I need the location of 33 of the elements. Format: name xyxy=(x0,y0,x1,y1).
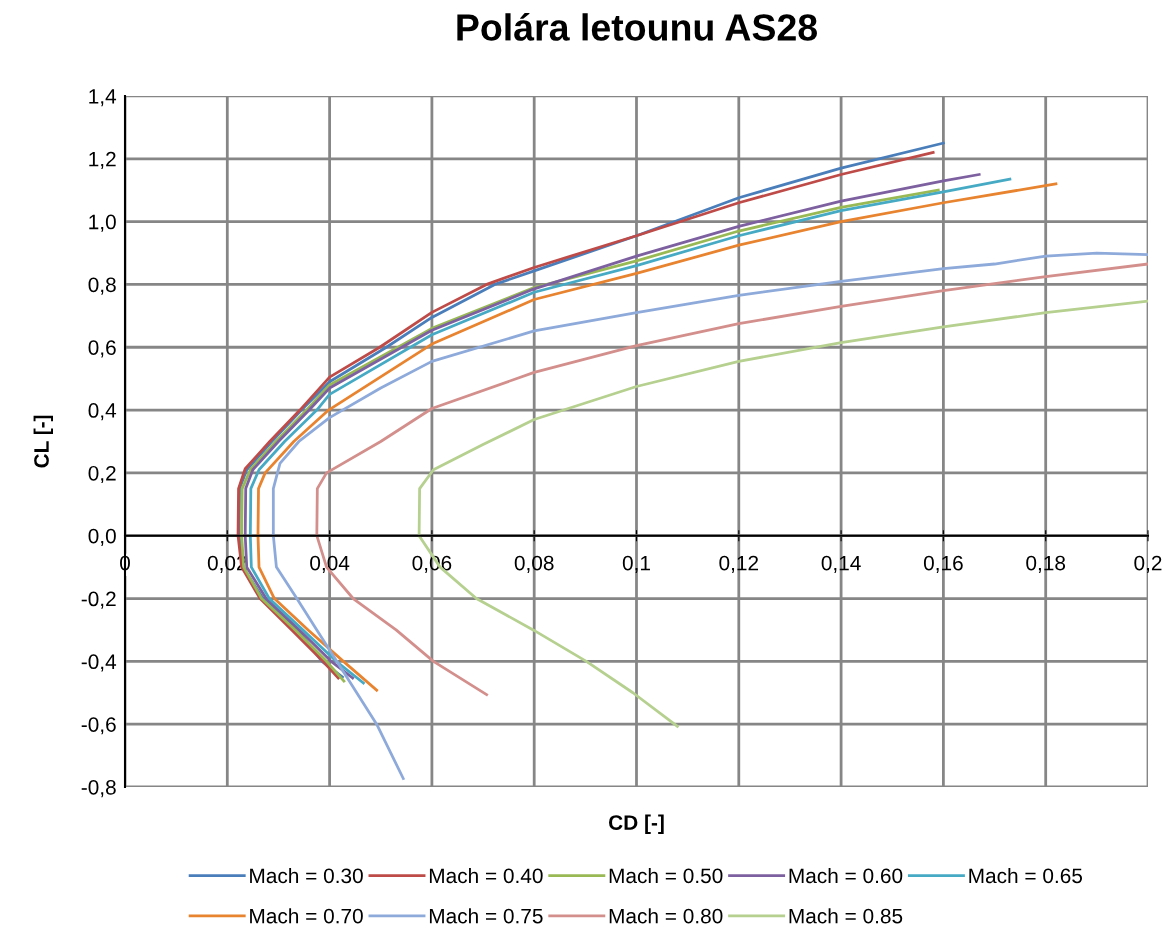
x-tick-label: 0,06 xyxy=(412,555,452,573)
y-tick-label: -0,6 xyxy=(81,717,116,735)
x-tick-label: 0,08 xyxy=(514,555,554,573)
legend-label: Mach = 0.50 xyxy=(609,867,723,884)
legend-label: Mach = 0.65 xyxy=(969,867,1083,884)
y-tick-label: 1,0 xyxy=(89,214,116,232)
y-tick-label: 1,2 xyxy=(89,151,116,169)
x-tick-label: 0,2 xyxy=(1134,555,1162,573)
x-tick-label: 0,12 xyxy=(719,555,759,573)
y-tick-label: 0,8 xyxy=(88,277,116,295)
y-tick-label: 0,2 xyxy=(88,465,116,484)
x-tick-label: 0,14 xyxy=(821,555,861,573)
y-axis-title: CL [-] xyxy=(33,415,53,468)
x-tick-label: 0,16 xyxy=(923,555,963,573)
y-tick-label: 1,4 xyxy=(89,89,117,107)
legend-label: Mach = 0.30 xyxy=(250,867,363,884)
legend-label: Mach = 0.85 xyxy=(789,908,903,924)
legend-label: Mach = 0.70 xyxy=(250,908,363,924)
x-tick-label: 0,1 xyxy=(622,555,650,573)
x-tick-label: 0,18 xyxy=(1026,555,1066,573)
legend-label: Mach = 0.60 xyxy=(789,867,903,884)
x-axis-title: CD [-] xyxy=(609,814,664,835)
x-tick-label: 0,04 xyxy=(310,555,350,573)
y-tick-label: -0,2 xyxy=(81,591,116,609)
y-tick-label: -0,8 xyxy=(81,779,116,798)
y-tick-label: -0,4 xyxy=(81,654,117,672)
y-tick-label: 0,0 xyxy=(88,528,116,546)
legend-label: Mach = 0.75 xyxy=(429,908,543,924)
legend-label: Mach = 0.40 xyxy=(429,867,543,884)
legend-label: Mach = 0.80 xyxy=(609,908,723,924)
y-tick-label: 0,6 xyxy=(88,340,116,358)
chart-title: Polára letounu AS28 xyxy=(457,12,817,41)
y-tick-label: 0,4 xyxy=(88,403,117,421)
